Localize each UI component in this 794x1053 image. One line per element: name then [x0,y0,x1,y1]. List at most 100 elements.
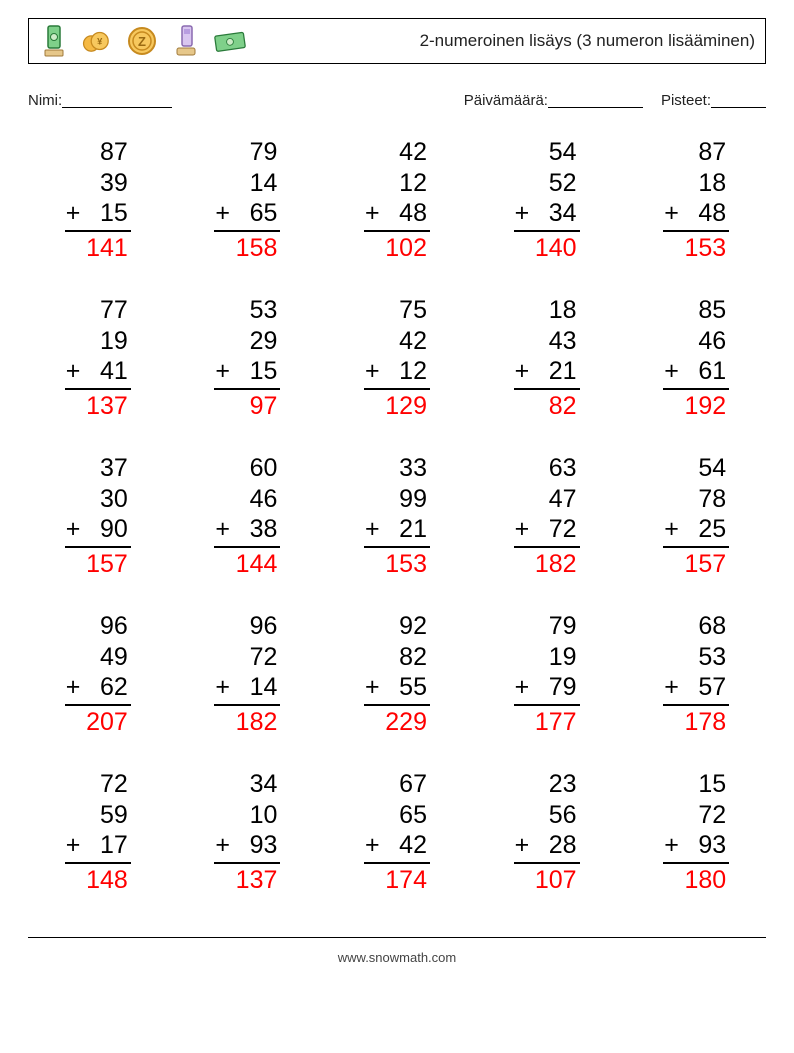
answer: 129 [364,390,430,422]
addend-1: 72 [65,769,131,800]
addend-3: +93 [214,830,280,864]
operator: + [663,672,679,703]
addend-1: 79 [214,137,280,168]
addend-1: 79 [514,611,580,642]
answer: 107 [514,864,580,896]
operator: + [65,514,81,545]
problem: 5329+1597 [178,295,318,421]
addend-3: +48 [364,198,430,232]
addend-3: +25 [663,514,729,548]
answer: 157 [65,548,131,580]
worksheet-header: ¥ Z 2-numeroinen lisäys (3 numeron lisää… [28,18,766,64]
addend-1: 77 [65,295,131,326]
addend-2: 72 [663,800,729,831]
addend-1: 53 [214,295,280,326]
addend-3: +57 [663,672,729,706]
problem: 7259+17148 [28,769,168,895]
problem: 4212+48102 [327,137,467,263]
operator: + [65,672,81,703]
problem: 5452+34140 [477,137,617,263]
addend-2: 82 [364,642,430,673]
addend-2: 42 [364,326,430,357]
answer: 144 [214,548,280,580]
answer: 182 [214,706,280,738]
addend-3: +79 [514,672,580,706]
answer: 137 [65,390,131,422]
addend-2: 52 [514,168,580,199]
date-blank [548,92,643,108]
operator: + [65,356,81,387]
problem: 7719+41137 [28,295,168,421]
addend-1: 96 [65,611,131,642]
addend-2: 39 [65,168,131,199]
operator: + [364,672,380,703]
banknote-icon [213,24,247,58]
addend-1: 37 [65,453,131,484]
addend-2: 14 [214,168,280,199]
operator: + [65,830,81,861]
answer: 158 [214,232,280,264]
operator: + [514,356,530,387]
name-blank [62,92,172,108]
answer: 153 [663,232,729,264]
card-hand-icon [169,24,203,58]
addend-3: +14 [214,672,280,706]
score-label: Pisteet: [661,92,711,109]
operator: + [514,198,530,229]
addend-2: 53 [663,642,729,673]
problem: 3730+90157 [28,453,168,579]
addend-2: 43 [514,326,580,357]
problems-grid: 8739+151417914+651584212+481025452+34140… [28,137,766,895]
header-icons: ¥ Z [37,24,247,58]
operator: + [364,356,380,387]
addend-1: 87 [65,137,131,168]
addend-2: 46 [663,326,729,357]
answer: 182 [514,548,580,580]
addend-2: 49 [65,642,131,673]
addend-2: 59 [65,800,131,831]
operator: + [514,672,530,703]
addend-3: +72 [514,514,580,548]
problem: 6765+42174 [327,769,467,895]
addend-3: +17 [65,830,131,864]
addend-3: +61 [663,356,729,390]
problem: 3410+93137 [178,769,318,895]
addend-3: +21 [364,514,430,548]
problem: 9649+62207 [28,611,168,737]
addend-2: 99 [364,484,430,515]
problem: 2356+28107 [477,769,617,895]
coin-z-icon: Z [125,24,159,58]
problem: 7919+79177 [477,611,617,737]
answer: 140 [514,232,580,264]
operator: + [214,514,230,545]
operator: + [214,830,230,861]
answer: 207 [65,706,131,738]
addend-3: +21 [514,356,580,390]
addend-2: 78 [663,484,729,515]
addend-1: 34 [214,769,280,800]
operator: + [214,672,230,703]
problem: 6347+72182 [477,453,617,579]
addend-2: 18 [663,168,729,199]
operator: + [364,198,380,229]
answer: 229 [364,706,430,738]
operator: + [663,514,679,545]
money-bill-icon [37,24,71,58]
addend-3: +15 [65,198,131,232]
addend-1: 63 [514,453,580,484]
addend-1: 92 [364,611,430,642]
addend-3: +65 [214,198,280,232]
addend-3: +55 [364,672,430,706]
addend-2: 29 [214,326,280,357]
problem: 7914+65158 [178,137,318,263]
operator: + [214,198,230,229]
operator: + [663,830,679,861]
addend-1: 96 [214,611,280,642]
answer: 97 [214,390,280,422]
answer: 180 [663,864,729,896]
addend-2: 10 [214,800,280,831]
addend-1: 75 [364,295,430,326]
addend-3: +48 [663,198,729,232]
operator: + [65,198,81,229]
addend-3: +93 [663,830,729,864]
